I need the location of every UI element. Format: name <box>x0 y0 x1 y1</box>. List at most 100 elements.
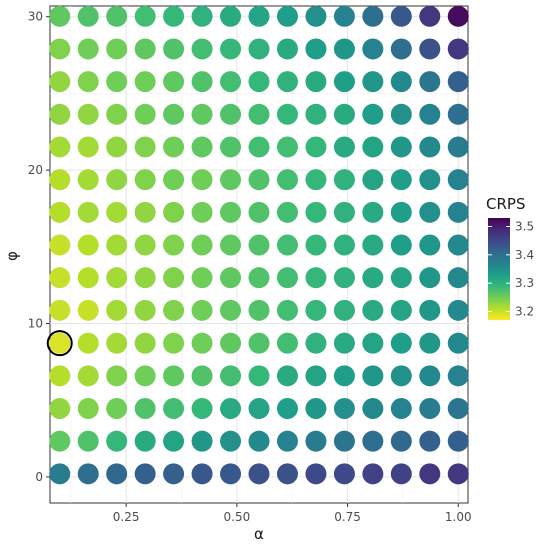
data-point <box>77 38 99 60</box>
data-point <box>49 71 71 93</box>
data-point <box>390 136 412 158</box>
data-point <box>106 5 128 27</box>
data-point <box>305 398 327 420</box>
legend-colorbar <box>488 218 510 320</box>
data-point <box>333 398 355 420</box>
data-points <box>49 5 469 485</box>
data-point <box>419 71 441 93</box>
data-point <box>77 299 99 321</box>
data-point <box>362 5 384 27</box>
data-point <box>305 71 327 93</box>
data-point <box>248 136 270 158</box>
data-point <box>276 267 298 289</box>
data-point <box>447 136 469 158</box>
data-point <box>134 365 156 387</box>
data-point <box>248 71 270 93</box>
y-tick-label: 30 <box>28 10 43 24</box>
data-point <box>134 5 156 27</box>
data-point <box>419 5 441 27</box>
data-point <box>191 463 213 485</box>
data-point <box>305 299 327 321</box>
y-tick-label: 20 <box>28 163 43 177</box>
data-point <box>362 430 384 452</box>
data-point <box>163 38 185 60</box>
data-point <box>220 38 242 60</box>
data-point <box>447 267 469 289</box>
data-point <box>191 201 213 223</box>
data-point <box>220 267 242 289</box>
data-point <box>106 38 128 60</box>
data-point <box>49 103 71 125</box>
data-point <box>134 169 156 191</box>
data-point <box>419 136 441 158</box>
data-point <box>362 103 384 125</box>
data-point <box>276 463 298 485</box>
data-point <box>77 332 99 354</box>
y-tick-label: 0 <box>35 470 43 484</box>
data-point <box>276 332 298 354</box>
data-point <box>305 463 327 485</box>
data-point <box>390 5 412 27</box>
data-point <box>134 463 156 485</box>
data-point <box>390 365 412 387</box>
data-point <box>49 234 71 256</box>
data-point <box>419 365 441 387</box>
highlight-ring <box>46 330 73 357</box>
data-point <box>191 71 213 93</box>
data-point <box>248 38 270 60</box>
x-axis-title: α <box>254 525 264 543</box>
data-point <box>305 430 327 452</box>
data-point <box>106 365 128 387</box>
data-point <box>49 463 71 485</box>
data-point <box>419 398 441 420</box>
data-point <box>49 38 71 60</box>
data-point <box>77 398 99 420</box>
data-point <box>49 430 71 452</box>
x-tick-label: 1.00 <box>445 510 472 524</box>
data-point <box>49 365 71 387</box>
data-point <box>305 234 327 256</box>
data-point <box>362 365 384 387</box>
data-point <box>220 463 242 485</box>
data-point <box>163 299 185 321</box>
data-point <box>390 299 412 321</box>
data-point <box>362 38 384 60</box>
data-point <box>276 71 298 93</box>
data-point <box>163 103 185 125</box>
data-point <box>362 136 384 158</box>
data-point <box>191 103 213 125</box>
data-point <box>248 201 270 223</box>
data-point <box>49 169 71 191</box>
data-point <box>276 201 298 223</box>
data-point <box>362 398 384 420</box>
data-point <box>390 398 412 420</box>
data-point <box>248 169 270 191</box>
data-point <box>419 299 441 321</box>
data-point <box>106 136 128 158</box>
y-axis-ticks: 0 10 20 30 <box>28 10 50 484</box>
data-point <box>305 267 327 289</box>
legend-ticks: 3.2 3.3 3.4 3.5 <box>488 220 534 319</box>
data-point <box>106 398 128 420</box>
data-point <box>191 267 213 289</box>
data-point <box>390 201 412 223</box>
data-point <box>276 234 298 256</box>
data-point <box>106 463 128 485</box>
data-point <box>447 103 469 125</box>
data-point <box>134 398 156 420</box>
data-point <box>419 267 441 289</box>
data-point <box>49 299 71 321</box>
data-point <box>191 169 213 191</box>
data-point <box>77 103 99 125</box>
data-point <box>49 201 71 223</box>
data-point <box>362 71 384 93</box>
data-point <box>447 38 469 60</box>
data-point <box>77 71 99 93</box>
data-point <box>447 169 469 191</box>
data-point <box>134 234 156 256</box>
data-point <box>333 71 355 93</box>
data-point <box>163 267 185 289</box>
data-point <box>248 267 270 289</box>
data-point <box>220 365 242 387</box>
